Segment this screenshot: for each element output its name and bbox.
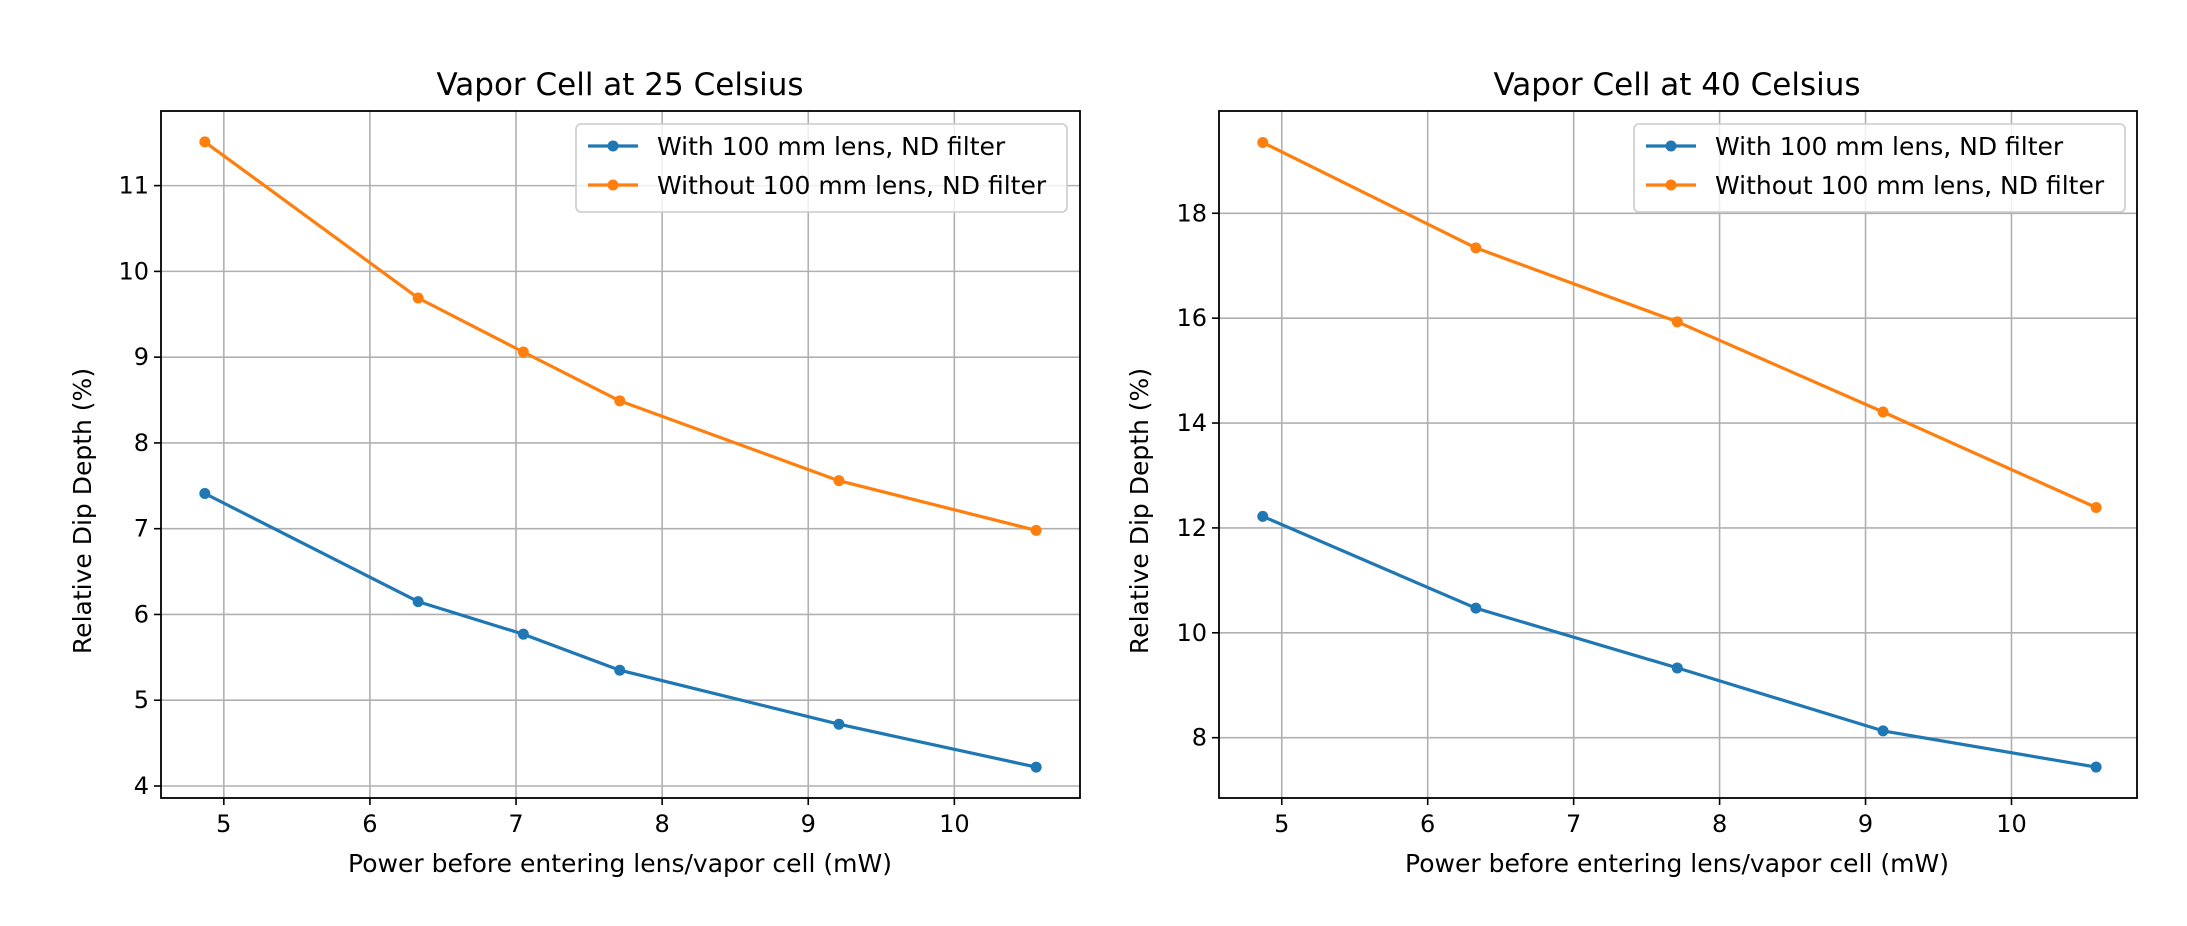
- data-point: [1030, 761, 1042, 773]
- legend: With 100 mm lens, ND filter Without 100 m…: [575, 123, 1068, 213]
- legend-entry: Without 100 mm lens, ND filter: [588, 171, 1047, 200]
- legend-entry: With 100 mm lens, ND filter: [1646, 132, 2064, 161]
- axis-ticks: 5 6 7 8 9 10 8 10 12 14 16 18: [1176, 199, 2026, 838]
- data-point: [1877, 406, 1889, 418]
- data-point: [412, 292, 424, 304]
- x-tick-label: 8: [654, 810, 669, 838]
- data-point: [199, 488, 211, 500]
- data-point: [833, 718, 845, 730]
- data-point: [199, 136, 211, 148]
- axis-ticks: 5 6 7 8 9 10 4 5 6 7 8 9 10 11: [118, 172, 969, 838]
- data-point: [2090, 501, 2102, 513]
- data-point: [517, 346, 529, 358]
- y-tick-label: 16: [1176, 304, 1207, 332]
- x-tick-label: 10: [939, 810, 970, 838]
- legend-marker: [607, 179, 619, 191]
- legend-label: Without 100 mm lens, ND filter: [657, 171, 1047, 200]
- y-tick-label: 4: [134, 772, 149, 800]
- legend-marker: [607, 140, 619, 152]
- x-tick-label: 7: [1566, 810, 1581, 838]
- data-point: [1877, 725, 1889, 737]
- x-axis-label: Power before entering lens/vapor cell (m…: [1405, 849, 1949, 878]
- y-tick-label: 11: [118, 172, 149, 200]
- y-tick-label: 10: [1176, 619, 1207, 647]
- legend-label: Without 100 mm lens, ND filter: [1715, 171, 2105, 200]
- plot-frame: [1218, 110, 2138, 799]
- grid-lines: [1219, 111, 2137, 798]
- chart-panel-25-celsius: Vapor Cell at 25 Celsius Power before en…: [68, 67, 1081, 878]
- series-1: [1257, 136, 2102, 513]
- legend-label: With 100 mm lens, ND filter: [1715, 132, 2064, 161]
- legend-entry: With 100 mm lens, ND filter: [588, 132, 1006, 161]
- y-tick-label: 8: [1192, 724, 1207, 752]
- data-point: [2090, 761, 2102, 773]
- y-tick-label: 14: [1176, 409, 1207, 437]
- y-axis-label: Relative Dip Depth (%): [1125, 368, 1154, 654]
- chart-panel-40-celsius: Vapor Cell at 40 Celsius Power before en…: [1125, 67, 2138, 878]
- y-axis-label: Relative Dip Depth (%): [68, 368, 97, 654]
- data-point: [1257, 510, 1269, 522]
- data-point: [614, 664, 626, 676]
- series-1: [199, 136, 1042, 536]
- chart-title: Vapor Cell at 25 Celsius: [436, 67, 803, 103]
- x-tick-label: 9: [1858, 810, 1873, 838]
- y-tick-label: 9: [134, 343, 149, 371]
- data-point: [1470, 602, 1482, 614]
- data-point: [1671, 316, 1683, 328]
- plot-frame: [160, 110, 1081, 799]
- legend-label: With 100 mm lens, ND filter: [657, 132, 1006, 161]
- series-line: [204, 492, 1037, 769]
- chart-title: Vapor Cell at 40 Celsius: [1493, 67, 1860, 103]
- series-line: [203, 140, 1037, 532]
- series-0: [1257, 510, 2102, 773]
- legend-box: [575, 123, 1068, 213]
- legend-entry: Without 100 mm lens, ND filter: [1646, 171, 2105, 200]
- y-tick-label: 7: [134, 515, 149, 543]
- x-tick-label: 8: [1712, 810, 1727, 838]
- data-point: [1030, 524, 1042, 536]
- x-tick-label: 10: [1996, 810, 2027, 838]
- data-point: [833, 475, 845, 487]
- legend-marker: [1665, 140, 1677, 152]
- x-tick-label: 6: [362, 810, 377, 838]
- x-tick-label: 5: [1274, 810, 1289, 838]
- data-point: [412, 596, 424, 608]
- x-tick-label: 9: [801, 810, 816, 838]
- y-tick-label: 5: [134, 686, 149, 714]
- legend-box: [1633, 123, 2126, 213]
- data-point: [1671, 662, 1683, 674]
- x-tick-label: 5: [216, 810, 231, 838]
- y-tick-label: 8: [134, 429, 149, 457]
- legend: With 100 mm lens, ND filter Without 100 m…: [1633, 123, 2126, 213]
- y-tick-label: 10: [118, 257, 149, 285]
- y-tick-label: 6: [134, 600, 149, 628]
- data-point: [517, 628, 529, 640]
- data-point: [1470, 242, 1482, 254]
- series-line: [1262, 514, 2097, 769]
- data-point: [1257, 136, 1269, 148]
- series-0: [199, 488, 1042, 773]
- y-tick-label: 12: [1176, 514, 1207, 542]
- x-axis-label: Power before entering lens/vapor cell (m…: [348, 849, 892, 878]
- data-point: [614, 395, 626, 407]
- y-tick-label: 18: [1176, 199, 1207, 227]
- legend-marker: [1665, 179, 1677, 191]
- x-tick-label: 6: [1420, 810, 1435, 838]
- x-tick-label: 7: [508, 810, 523, 838]
- grid-lines: [161, 111, 1080, 798]
